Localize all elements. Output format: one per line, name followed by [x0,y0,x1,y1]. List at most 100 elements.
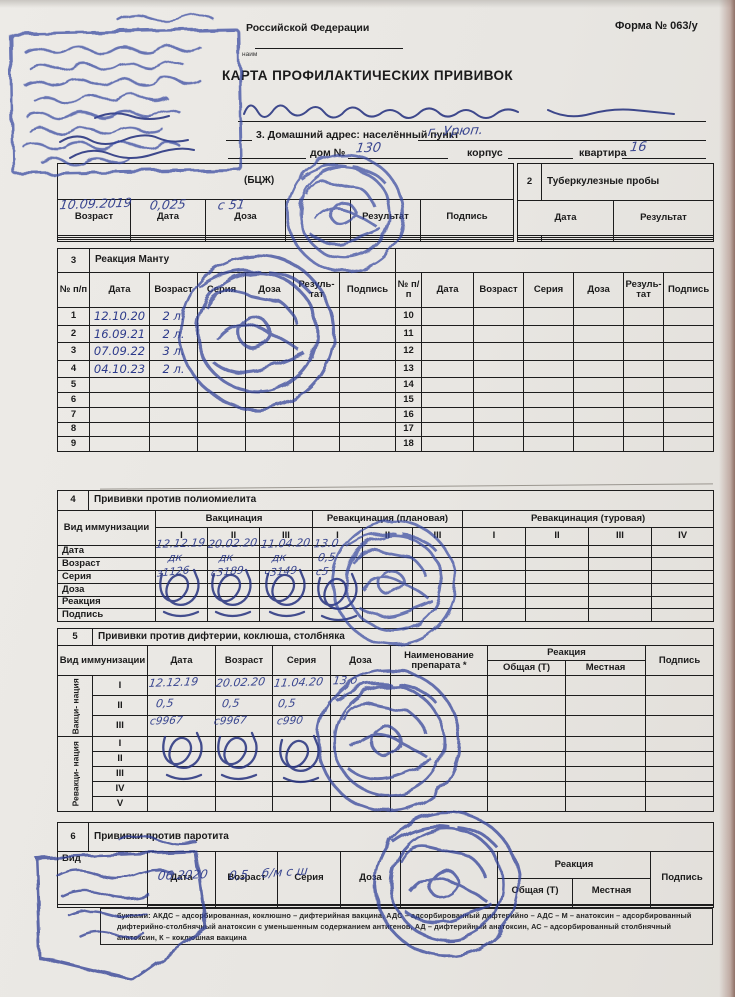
table-row: II [58,750,715,767]
table-cell [525,608,589,622]
hw-dpt-r2c2: 0,5 [221,696,241,711]
hw-polio-series-4: с5 [315,565,330,579]
table-cell [272,795,331,813]
table-cell [207,608,260,622]
table-cell: 3 л. [149,342,198,361]
table-cell: Серия [197,272,246,309]
table-cell: 11 [395,324,423,344]
table-cell [663,392,715,408]
table-cell [259,582,313,597]
table-cell [663,406,715,423]
table-cell: 16 [395,406,423,423]
handwritten-name-tail [547,108,675,118]
table-cell [525,557,589,572]
table-cell [644,735,715,752]
table-cell [330,795,391,813]
hw-polio-date-3: 11.04.20 [259,536,312,551]
table-cell [473,359,525,379]
table-row: Вид Дата Возраст Серия Доза Реакция Подп… [57,851,715,905]
table-cell [259,595,313,610]
table-cell [362,570,413,584]
table-row: Общая (Т) Местная [58,660,714,677]
table-cell: Серия [57,570,156,584]
table-structure: 1 12.10.20 2 л. 10 2 16.09.21 2 л. 11 3 07.09.22 3… [57,307,715,452]
table-cell [523,421,575,438]
table-cell: Подпись [338,272,397,309]
table-tuberculin: 2 Туберкулезные пробы Дата Результат [517,163,714,243]
hw-polio-date-1: 12.12.19 [154,536,207,551]
table-cell [650,557,715,572]
table-cell [487,765,566,782]
col-reaction-local: Местная [565,660,646,677]
table-cell: Доза [573,272,625,309]
table-cell [147,780,216,797]
col-reaction-common: Общая (Т) [487,660,566,677]
table-cell [390,715,488,737]
table-cell [272,735,331,752]
table-row: Общая (Т) Местная [58,877,714,905]
table-cell [573,436,625,452]
footnote-abbreviations: буквами: АКДС – адсорбированная, коклюшн… [100,908,713,945]
table-cell: Возраст [149,272,198,309]
hw-dpt-r1c3: 11.04.20 [272,675,325,690]
col-dose: Доза [340,851,401,905]
table-cell [338,377,397,394]
table-dpt-num: 5 [57,627,93,647]
hw-dpt-r3c3: с990 [276,714,304,728]
table-cell [644,795,715,813]
table-cell: 18 [395,436,423,452]
table-cell [663,359,715,379]
table-cell: 9 [57,436,90,452]
table-cell [462,608,526,622]
table-cell [565,695,646,717]
table-cell [613,238,714,243]
table-cell [573,324,625,344]
table-mantoux-title: Реакция Манту [88,247,397,274]
table-cell [462,557,526,572]
stamp-shape [32,93,168,104]
pre-address-line [226,140,252,142]
table-cell [412,582,463,597]
table-cell: Резуль- тат [293,272,340,309]
table-cell: 15 [395,392,423,408]
table-cell [197,406,246,423]
table-cell [650,544,715,559]
col-series [285,198,351,236]
table-cell [147,765,216,782]
table-cell [421,421,475,438]
stamp-shape [22,12,214,166]
table-cell [644,765,715,782]
table-cell [421,377,475,394]
table-cell: II [362,527,413,546]
table-polio-title: Прививки против полиомиелита [87,490,715,511]
table-cell [330,750,391,767]
table-cell [338,342,397,361]
hw-polio-age-1: дк [167,550,184,565]
table-cell: Реакция [57,595,156,610]
table-cell [565,795,646,813]
table-cell [487,795,566,813]
table-cell: III [92,715,148,737]
scan-artifact-line [100,483,713,490]
table-cell [207,582,260,597]
table-cell [89,421,150,438]
table-cell [197,342,246,361]
col-series: Серия [272,645,331,677]
table-row: III [58,765,715,782]
group-revacc-round: Ревакцинация (туровая) [461,509,715,529]
table-bcg-title: (БЦЖ) [56,163,515,200]
table-row: 9 18 [57,436,715,452]
table-cell [523,342,575,361]
col-immunization-type: Вид [57,851,148,905]
table-cell [487,675,566,697]
table-cell [338,392,397,408]
table-cell: II [92,695,148,717]
table-mantoux: 3 Реакция Манту № п/п Дата Возраст Серия Доз… [57,247,715,452]
col-reaction-common: Общая (Т) [497,877,573,905]
table-cell [245,377,294,394]
table-cell [147,735,216,752]
table-cell [215,735,273,752]
table-row: Подпись [57,608,715,622]
table-cell: № п/п [57,272,90,309]
table-cell: 4 [57,359,90,379]
